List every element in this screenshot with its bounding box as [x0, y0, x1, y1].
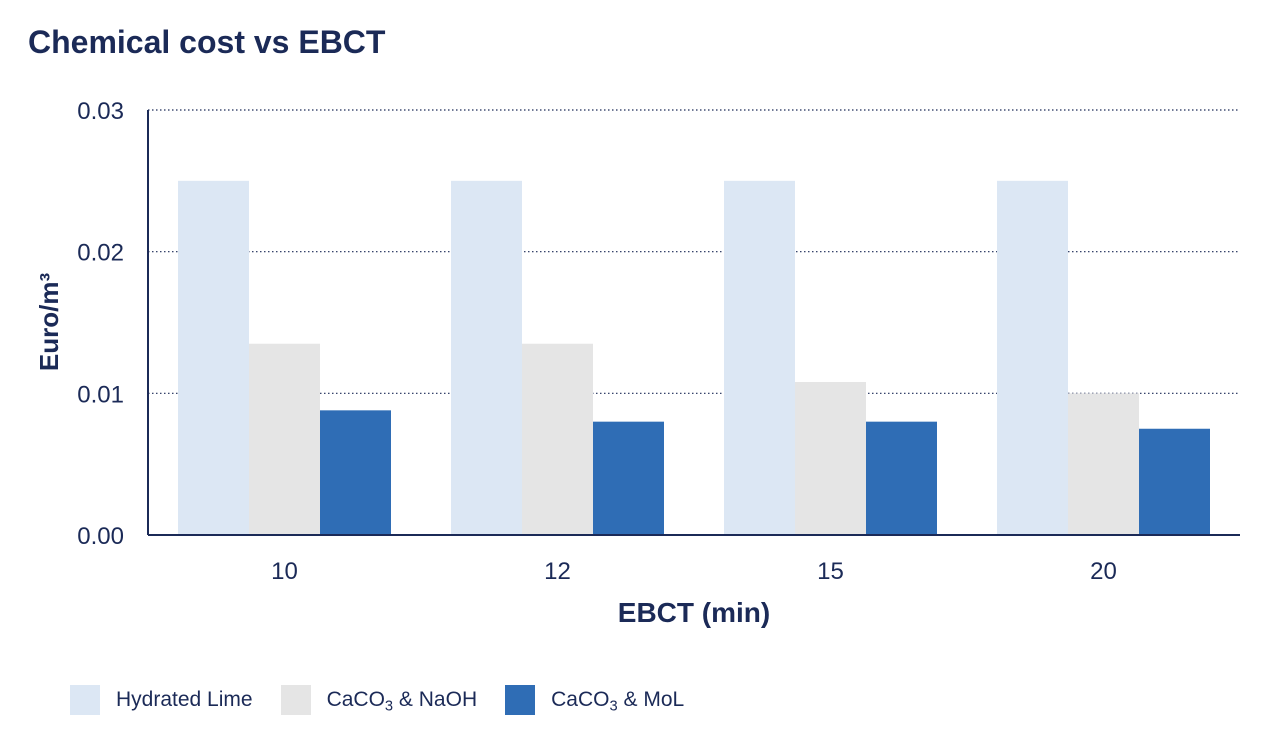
legend-swatch-caco3-mol — [505, 685, 536, 715]
y-tick-label: 0.02 — [77, 240, 124, 267]
bar-caco3-naoh-20 — [1068, 393, 1139, 535]
y-tick-label: 0.01 — [77, 381, 124, 408]
bar-caco3-mol-10 — [320, 410, 391, 535]
bar-caco3-mol-20 — [1139, 428, 1210, 535]
x-axis-title: EBCT (min) — [618, 597, 770, 628]
legend-item-caco3-naoh: CaCO3 & NaOH — [280, 685, 478, 715]
legend-item-hydrated-lime: Hydrated Lime — [70, 685, 253, 715]
bars — [178, 180, 1210, 536]
legend-label-caco3-mol: CaCO3 & MoL — [551, 688, 685, 715]
bar-hydrated-lime-20 — [997, 180, 1068, 536]
bar-caco3-mol-15 — [866, 421, 937, 535]
chart-title: Chemical cost vs EBCT — [28, 24, 386, 60]
bar-caco3-mol-12 — [593, 421, 664, 535]
bar-caco3-naoh-12 — [522, 343, 593, 535]
x-tick-label: 15 — [817, 558, 844, 585]
legend-label-caco3-naoh: CaCO3 & NaOH — [326, 688, 478, 715]
bar-caco3-naoh-10 — [249, 343, 320, 535]
bar-chart: 0.00 0.01 0.02 0.03 10 12 15 20 EBCT (min) Euro… — [34, 98, 1240, 628]
legend-swatch-hydrated-lime — [70, 685, 100, 715]
y-tick-label: 0.00 — [77, 523, 124, 550]
y-tick-label: 0.03 — [77, 98, 124, 125]
x-tick-label: 20 — [1090, 558, 1117, 585]
tick-labels: 0.00 0.01 0.02 0.03 10 12 15 20 — [77, 98, 1117, 585]
legend-label-hydrated-lime: Hydrated Lime — [116, 688, 253, 711]
bar-hydrated-lime-12 — [451, 180, 522, 536]
legend-swatch-caco3-naoh — [280, 685, 311, 715]
legend-item-caco3-mol: CaCO3 & MoL — [505, 685, 684, 715]
axes — [147, 110, 1240, 536]
x-tick-label: 12 — [544, 558, 571, 585]
x-tick-label: 10 — [271, 558, 298, 585]
bar-hydrated-lime-15 — [724, 180, 795, 536]
bar-caco3-naoh-15 — [795, 382, 866, 535]
legend: Hydrated Lime CaCO3 & NaOH CaCO3 & MoL — [70, 685, 712, 715]
y-axis-title: Euro/m³ — [34, 273, 64, 372]
bar-hydrated-lime-10 — [178, 180, 249, 536]
